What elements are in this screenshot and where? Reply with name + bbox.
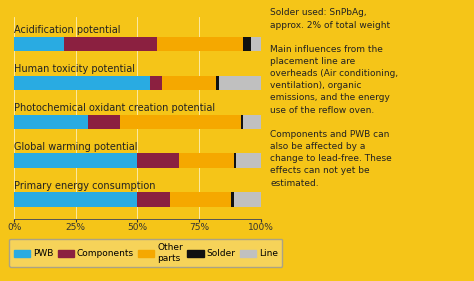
Bar [234, 192, 261, 207]
Bar [64, 37, 157, 51]
Legend: PWB, Components, Other
parts, Solder, Line: PWB, Components, Other parts, Solder, Li… [9, 239, 283, 267]
Text: Photochemical oxidant creation potential: Photochemical oxidant creation potential [14, 103, 215, 113]
Bar [236, 153, 261, 168]
Bar [179, 153, 234, 168]
Bar [137, 153, 179, 168]
Bar [150, 76, 162, 90]
Text: Acidification potential: Acidification potential [14, 25, 121, 35]
Bar [14, 37, 64, 51]
Bar [219, 76, 261, 90]
Bar [157, 37, 244, 51]
Bar [162, 76, 216, 90]
Text: Human toxicity potential: Human toxicity potential [14, 64, 135, 74]
Bar [14, 76, 150, 90]
Bar [216, 76, 219, 90]
Text: Primary energy consumption: Primary energy consumption [14, 181, 156, 191]
Bar [170, 192, 231, 207]
Bar [244, 115, 261, 129]
Bar [14, 115, 88, 129]
Bar [14, 153, 137, 168]
Bar [251, 37, 261, 51]
Bar [244, 37, 251, 51]
Bar [234, 153, 236, 168]
Bar [120, 115, 241, 129]
Bar [241, 115, 244, 129]
Text: Global warming potential: Global warming potential [14, 142, 138, 152]
Bar [231, 192, 234, 207]
Text: Solder used: SnPbAg,
approx. 2% of total weight

Main influences from the
placem: Solder used: SnPbAg, approx. 2% of total… [270, 8, 398, 187]
Bar [88, 115, 120, 129]
Bar [14, 192, 137, 207]
Bar [137, 192, 170, 207]
